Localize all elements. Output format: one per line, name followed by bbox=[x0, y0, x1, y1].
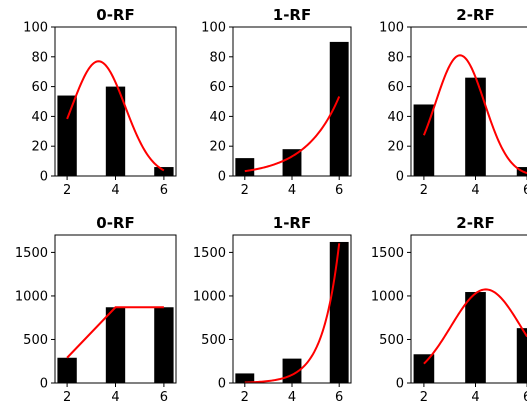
bar bbox=[413, 354, 435, 383]
y-tick-label: 1500 bbox=[371, 246, 404, 261]
x-tick-label: 4 bbox=[288, 183, 296, 198]
y-tick-label: 1000 bbox=[371, 289, 404, 304]
y-tick-label: 60 bbox=[209, 80, 226, 95]
x-tick-label: 6 bbox=[335, 390, 343, 405]
bar bbox=[465, 77, 486, 176]
bar bbox=[105, 86, 126, 176]
y-tick-label: 100 bbox=[201, 21, 226, 36]
x-tick-label: 6 bbox=[160, 183, 168, 198]
y-tick-label: 60 bbox=[31, 80, 48, 95]
y-tick-label: 1500 bbox=[15, 246, 48, 261]
x-tick-label: 4 bbox=[111, 183, 119, 198]
x-tick-label: 2 bbox=[420, 183, 428, 198]
chart-panel-bottom-middle: 1-RF 0 500 1000 1500 2 4 6 bbox=[193, 214, 352, 405]
y-tick-label: 0 bbox=[396, 170, 404, 185]
x-tick-label: 2 bbox=[63, 390, 71, 405]
x-tick-label: 2 bbox=[420, 390, 428, 405]
y-tick-label: 80 bbox=[209, 50, 226, 65]
y-tick-label: 0 bbox=[218, 170, 226, 185]
fit-curve bbox=[66, 306, 164, 359]
y-tick-label: 0 bbox=[218, 377, 226, 392]
y-tick-label: 100 bbox=[23, 21, 48, 36]
bar bbox=[105, 307, 126, 383]
fit-curve bbox=[423, 288, 527, 365]
chart-panel-top-right: 2-RF 0 20 40 60 80 100 2 4 6 bbox=[379, 6, 527, 198]
x-tick-label: 2 bbox=[63, 183, 71, 198]
chart-panel-bottom-right: 2-RF 0 500 1000 1500 2 4 6 bbox=[371, 214, 527, 405]
x-tick-label: 4 bbox=[471, 183, 479, 198]
panel-title: 1-RF bbox=[273, 214, 311, 232]
bar bbox=[154, 307, 174, 383]
bar bbox=[57, 357, 77, 383]
y-tick-label: 500 bbox=[201, 333, 226, 348]
x-tick-label: 6 bbox=[523, 183, 527, 198]
bar bbox=[235, 373, 255, 383]
y-tick-label: 100 bbox=[379, 21, 404, 36]
y-tick-label: 1000 bbox=[15, 289, 48, 304]
y-tick-label: 0 bbox=[40, 170, 48, 185]
bar bbox=[235, 158, 255, 176]
fit-curve bbox=[66, 60, 165, 172]
chart-panel-top-middle: 1-RF 0 20 40 60 80 100 2 4 6 bbox=[201, 6, 352, 198]
fit-curve bbox=[422, 54, 527, 175]
bar bbox=[329, 41, 349, 177]
y-tick-label: 20 bbox=[31, 140, 48, 155]
bar bbox=[57, 95, 77, 176]
chart-panel-bottom-left: 0-RF 0 500 1000 1500 2 4 6 bbox=[15, 214, 177, 405]
fit-curve bbox=[244, 96, 341, 173]
panel-title: 2-RF bbox=[456, 6, 494, 24]
y-tick-label: 40 bbox=[209, 110, 226, 125]
panel-title: 2-RF bbox=[456, 214, 494, 232]
panel-title: 0-RF bbox=[96, 214, 134, 232]
y-tick-label: 40 bbox=[387, 110, 404, 125]
x-tick-label: 6 bbox=[160, 390, 168, 405]
panel-title: 1-RF bbox=[273, 6, 311, 24]
x-tick-label: 6 bbox=[335, 183, 343, 198]
bar bbox=[329, 241, 349, 383]
x-tick-label: 2 bbox=[241, 183, 249, 198]
y-tick-label: 40 bbox=[31, 110, 48, 125]
bar bbox=[465, 292, 486, 383]
x-tick-label: 4 bbox=[471, 390, 479, 405]
bar bbox=[154, 167, 174, 176]
y-tick-label: 20 bbox=[387, 140, 404, 155]
y-tick-label: 500 bbox=[23, 333, 48, 348]
y-tick-label: 0 bbox=[396, 377, 404, 392]
y-tick-label: 0 bbox=[40, 377, 48, 392]
bar bbox=[282, 149, 302, 176]
x-tick-label: 4 bbox=[288, 390, 296, 405]
fit-curve bbox=[244, 243, 341, 384]
x-tick-label: 2 bbox=[241, 390, 249, 405]
y-tick-label: 80 bbox=[31, 50, 48, 65]
y-tick-label: 1500 bbox=[193, 246, 226, 261]
y-tick-label: 500 bbox=[379, 333, 404, 348]
bar bbox=[516, 328, 527, 383]
y-tick-label: 1000 bbox=[193, 289, 226, 304]
y-tick-label: 80 bbox=[387, 50, 404, 65]
x-tick-label: 4 bbox=[111, 390, 119, 405]
panel-title: 0-RF bbox=[96, 6, 134, 24]
chart-panel-top-left: 0-RF 0 20 40 60 80 100 2 4 6 bbox=[23, 6, 177, 198]
y-tick-label: 60 bbox=[387, 80, 404, 95]
x-tick-label: 6 bbox=[523, 390, 527, 405]
y-tick-label: 20 bbox=[209, 140, 226, 155]
